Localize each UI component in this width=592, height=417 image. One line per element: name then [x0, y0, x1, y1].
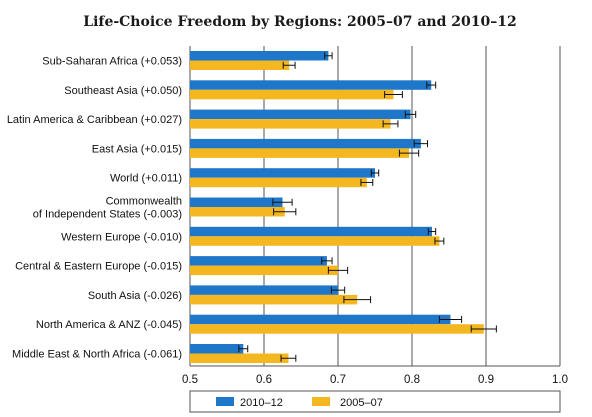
bar: [190, 207, 285, 217]
bar: [190, 226, 432, 237]
category-label: East Asia (+0.015): [92, 143, 182, 155]
x-tick-label: 0.9: [478, 374, 494, 386]
x-tick-label: 0.5: [182, 374, 198, 386]
category-label: Central & Eastern Europe (-0.015): [15, 261, 182, 273]
bar: [190, 197, 283, 207]
bar: [190, 344, 244, 354]
bar: [190, 148, 410, 158]
bar: [190, 285, 338, 295]
x-axis: 0.5 0.6 0.7 0.8 0.9 1.0: [182, 365, 568, 386]
category-label: World (+0.011): [110, 173, 182, 185]
grid: [189, 46, 561, 366]
legend-box: [189, 390, 561, 413]
category-label: of Independent States (-0.003): [33, 209, 182, 221]
x-tick-label: 1.0: [552, 374, 568, 386]
bar: [190, 80, 432, 90]
bar: [190, 138, 421, 149]
category-label: Commonwealth: [106, 196, 182, 208]
x-tick-label: 0.8: [404, 374, 420, 386]
bar: [190, 236, 440, 246]
category-label: North America & ANZ (-0.045): [36, 319, 182, 331]
legend-label: 2010–12: [240, 397, 283, 409]
bar: [190, 324, 484, 334]
bar: [190, 109, 411, 120]
bar: [190, 256, 327, 266]
category-label: Southeast Asia (+0.050): [64, 85, 182, 97]
legend: 2010–12 2005–07: [189, 390, 561, 413]
x-tick-label: 0.6: [256, 374, 272, 386]
bar: [190, 353, 289, 363]
bars: [190, 51, 497, 363]
bar: [190, 119, 391, 129]
bar: [190, 314, 451, 325]
bar: [190, 294, 358, 305]
legend-swatch: [216, 397, 234, 406]
category-label: Sub-Saharan Africa (+0.053): [42, 56, 182, 68]
category-label: South Asia (-0.026): [88, 290, 182, 302]
bar: [190, 265, 338, 276]
bar: [190, 89, 394, 100]
legend-swatch: [312, 397, 330, 406]
bar: [190, 60, 290, 70]
x-tick-label: 0.7: [330, 374, 346, 386]
chart-title: Life-Choice Freedom by Regions: 2005–07 …: [83, 14, 516, 30]
category-label: Western Europe (-0.010): [61, 231, 182, 243]
category-label: Middle East & North Africa (-0.061): [12, 349, 182, 361]
bar: [190, 51, 329, 61]
category-labels: Sub-Saharan Africa (+0.053) Southeast Asi…: [7, 56, 182, 361]
category-label: Latin America & Caribbean (+0.027): [7, 114, 182, 126]
bar: [190, 177, 367, 188]
bar: [190, 168, 375, 178]
legend-label: 2005–07: [340, 397, 383, 409]
